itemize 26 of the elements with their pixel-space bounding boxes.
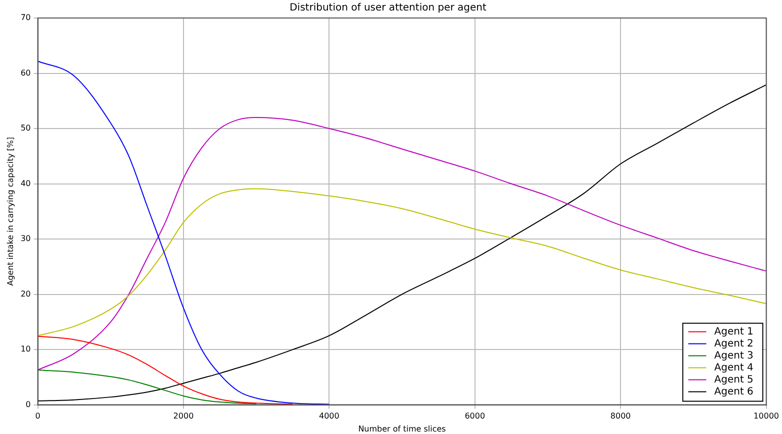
y-tick-label: 40 bbox=[20, 178, 31, 188]
y-tick-label: 30 bbox=[20, 234, 31, 244]
y-tick-label: 60 bbox=[20, 68, 31, 78]
chart-title: Distribution of user attention per agent bbox=[290, 2, 486, 14]
y-tick-label: 20 bbox=[20, 289, 31, 298]
x-tick-label: 6000 bbox=[464, 412, 486, 421]
x-tick-label: 8000 bbox=[610, 412, 631, 421]
x-tick-label: 0 bbox=[35, 412, 40, 421]
x-tick-label: 10000 bbox=[754, 412, 779, 421]
legend-label: Agent 5 bbox=[714, 374, 754, 386]
line-series bbox=[38, 369, 257, 404]
legend-label: Agent 2 bbox=[714, 338, 754, 350]
y-tick-label: 10 bbox=[20, 344, 31, 354]
y-tick-label: 50 bbox=[20, 124, 31, 133]
legend-label: Agent 4 bbox=[714, 362, 754, 374]
legend-label: Agent 6 bbox=[714, 386, 754, 398]
line-series bbox=[38, 60, 330, 405]
legend-label: Agent 1 bbox=[714, 326, 754, 338]
x-axis-title: Number of time slices bbox=[358, 424, 446, 434]
x-tick-label: 4000 bbox=[319, 412, 340, 421]
line-series bbox=[38, 336, 294, 405]
y-tick-label: 70 bbox=[20, 13, 31, 22]
y-axis-title: Agent intake in carrying capacity [%] bbox=[6, 137, 15, 286]
legend-label: Agent 3 bbox=[714, 350, 754, 362]
y-tick-label: 0 bbox=[26, 400, 31, 409]
x-tick-label: 2000 bbox=[173, 412, 194, 421]
